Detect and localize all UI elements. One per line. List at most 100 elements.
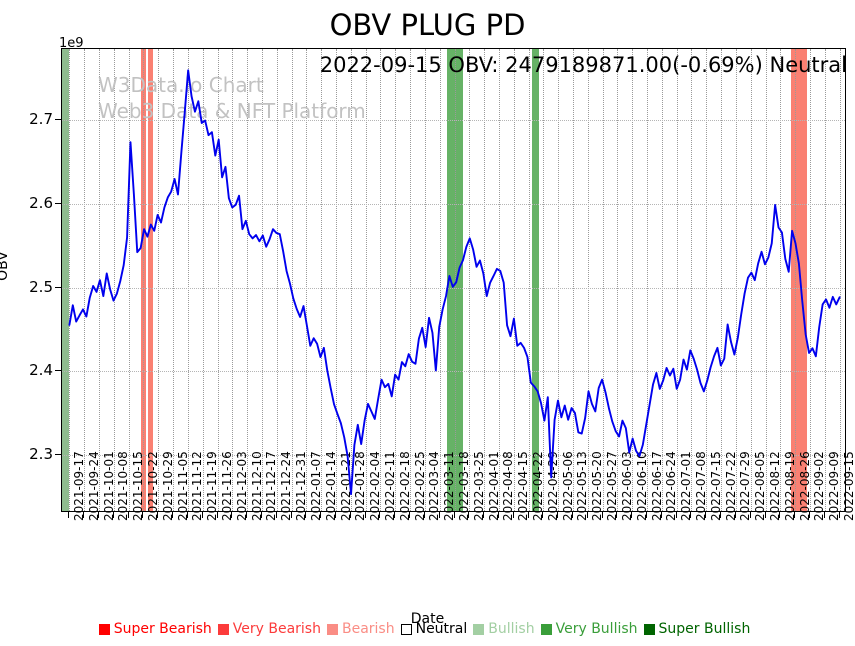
legend-swatch-icon (643, 623, 655, 635)
legend-entry[interactable]: Super Bullish (643, 622, 750, 636)
legend-swatch-icon (217, 623, 229, 635)
x-tick-mark (646, 512, 648, 518)
y-tick-mark (55, 453, 61, 455)
x-tick-mark (98, 512, 100, 518)
x-tick-mark (394, 512, 396, 518)
gridline (691, 49, 693, 511)
x-tick-mark (172, 512, 174, 518)
x-tick-mark (497, 512, 499, 518)
x-tick-mark (364, 512, 366, 518)
y-tick-mark (55, 286, 61, 288)
gridline (632, 49, 634, 511)
x-tick-mark (157, 512, 159, 518)
x-axis-title: Date (410, 611, 445, 627)
chart-title: OBV PLUG PD (329, 8, 526, 42)
gridline (247, 49, 249, 511)
gridline (824, 49, 826, 511)
legend-swatch-icon (400, 623, 412, 635)
gridline (706, 49, 708, 511)
gridline (721, 49, 723, 511)
gridline (587, 49, 589, 511)
x-tick-mark (838, 512, 840, 518)
gridline (143, 49, 145, 511)
gridline (469, 49, 471, 511)
x-tick-mark (512, 512, 514, 518)
gridline (158, 49, 160, 511)
gridline (513, 49, 515, 511)
x-tick-mark (571, 512, 573, 518)
obv-line-series (68, 69, 841, 496)
x-tick-mark (201, 512, 203, 518)
legend-entry[interactable]: Bullish (473, 622, 535, 636)
legend-entry[interactable]: Neutral (400, 621, 468, 637)
gridline (261, 49, 263, 511)
legend-entry[interactable]: Very Bullish (540, 622, 638, 636)
plot-area: W3Data.io Chart Web3 Data & NFT Platform (61, 48, 846, 512)
gridline (306, 49, 308, 511)
gridline (676, 49, 678, 511)
gridline (84, 49, 86, 511)
gridline (276, 49, 278, 511)
y-tick-mark (55, 370, 61, 372)
y-tick-mark (55, 203, 61, 205)
x-tick-mark (349, 512, 351, 518)
x-tick-mark (275, 512, 277, 518)
x-tick-mark (808, 512, 810, 518)
x-tick-mark (423, 512, 425, 518)
chart-legend: Super Bearish Very Bearish Bearish Neutral B… (0, 622, 855, 636)
y-tick-label: 2.3 (29, 444, 53, 463)
legend-entry[interactable]: Very Bearish (217, 622, 321, 636)
x-tick-mark (290, 512, 292, 518)
gridline (62, 371, 845, 373)
gridline (498, 49, 500, 511)
x-tick-mark (68, 512, 70, 518)
legend-label: Super Bearish (113, 621, 212, 637)
gridline (173, 49, 175, 511)
x-tick-mark (112, 512, 114, 518)
gridline (217, 49, 219, 511)
gridline (735, 49, 737, 511)
x-tick-mark (379, 512, 381, 518)
x-tick-mark (542, 512, 544, 518)
gridline (62, 287, 845, 289)
legend-label: Neutral (415, 621, 468, 637)
gridline (62, 204, 845, 206)
x-tick-mark (335, 512, 336, 518)
x-tick-mark (823, 512, 825, 518)
y-axis-exponent-label: 1e9 (59, 36, 84, 51)
gridline (410, 49, 412, 511)
legend-swatch-icon (473, 623, 485, 635)
x-tick-mark (675, 512, 677, 518)
gridline (321, 49, 323, 511)
x-tick-mark (260, 512, 262, 518)
x-tick-mark (231, 512, 233, 518)
gridline (558, 49, 560, 511)
gridline (232, 49, 234, 511)
gridline (69, 49, 71, 511)
x-tick-mark (734, 512, 736, 518)
legend-entry[interactable]: Super Bearish (98, 621, 212, 637)
gridline (661, 49, 663, 511)
x-tick-mark (483, 512, 485, 518)
legend-swatch-icon (540, 623, 552, 635)
gridline (395, 49, 397, 511)
gridline (336, 49, 337, 511)
x-tick-mark (246, 512, 248, 518)
x-tick-mark (453, 512, 455, 518)
x-tick-mark (409, 512, 411, 518)
y-axis-title: OBV (0, 251, 11, 281)
x-tick-mark (631, 512, 633, 518)
y-tick-label: 2.6 (29, 194, 53, 213)
x-tick-mark (794, 512, 796, 518)
chart-status-readout: 2022-09-15 OBV: 2479189871.00(-0.69%) Ne… (319, 53, 847, 77)
x-tick-mark (660, 512, 662, 518)
x-tick-mark (320, 512, 322, 518)
x-tick-mark (216, 512, 218, 518)
legend-entry[interactable]: Bearish (326, 622, 395, 636)
y-tick-mark (55, 119, 61, 121)
x-tick-mark (705, 512, 707, 518)
gridline (365, 49, 367, 511)
legend-swatch-icon (98, 623, 110, 635)
x-tick-mark (749, 512, 751, 518)
